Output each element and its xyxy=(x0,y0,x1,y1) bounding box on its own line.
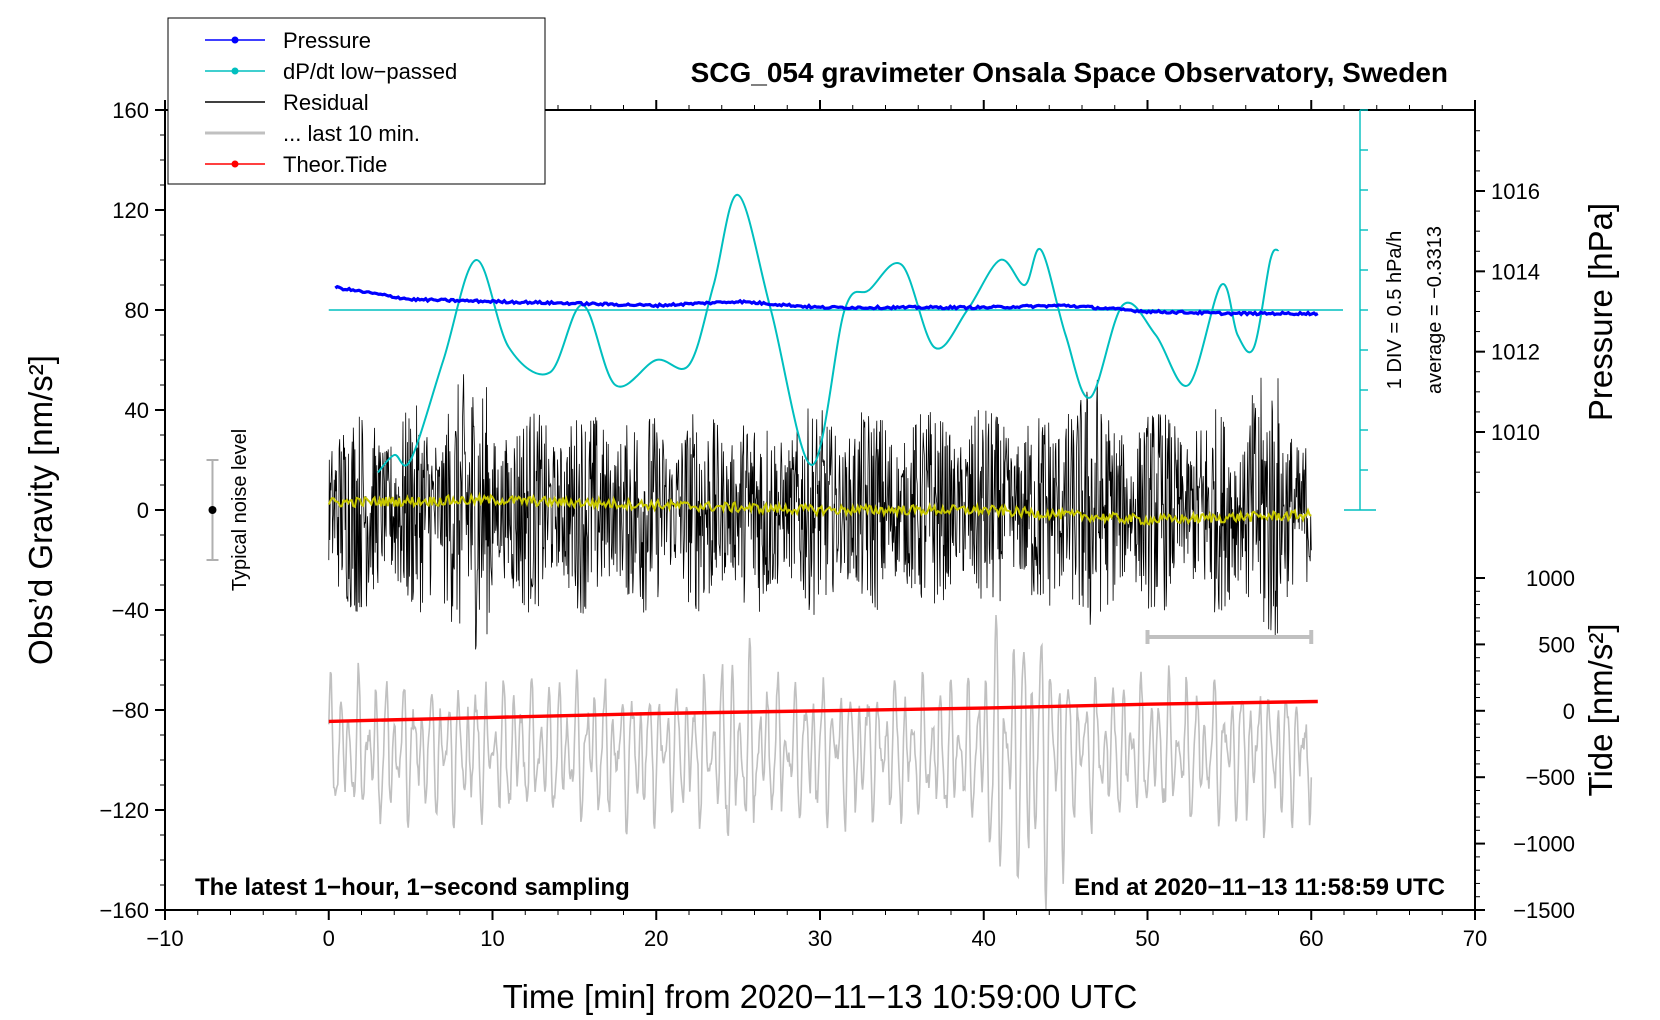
note-left: The latest 1−hour, 1−second sampling xyxy=(195,874,630,901)
tide-tick-label: 500 xyxy=(1538,632,1575,657)
y-tick-label: −80 xyxy=(112,698,149,723)
y-tick-label: −120 xyxy=(99,798,149,823)
legend-item: ... last 10 min. xyxy=(205,121,420,146)
plot-frame xyxy=(164,109,1476,911)
legend-item: dP/dt low−passed xyxy=(205,59,457,84)
x-tick-label: 40 xyxy=(972,926,996,951)
last-10-min-series xyxy=(328,614,1313,910)
tide-tick-label: −1000 xyxy=(1513,832,1575,857)
y-axis-title-left: Obs’d Gravity [nm/s²] xyxy=(22,355,59,665)
x-tick-label: 70 xyxy=(1463,926,1487,951)
note-right: End at 2020−11−13 11:58:59 UTC xyxy=(1074,874,1445,901)
y-tick-label: 120 xyxy=(112,198,149,223)
axes-layer: −10 0 10 20 30 40 50 60 70 160 120 80 40 0 −40 −80 −120 −… xyxy=(99,98,1575,951)
pressure-tick-label: 1010 xyxy=(1491,420,1540,445)
x-tick-label: 20 xyxy=(644,926,668,951)
dpdt-scale-label: 1 DIV = 0.5 hPa/h xyxy=(1384,231,1406,389)
residual-series xyxy=(328,374,1312,650)
legend-label: Theor.Tide xyxy=(283,152,387,177)
legend-item: Theor.Tide xyxy=(205,152,387,177)
y-axis-title-pressure: Pressure [hPa] xyxy=(1582,203,1619,421)
tide-tick-label: −1500 xyxy=(1513,898,1575,923)
legend: Pressure dP/dt low−passed Residual ... last… xyxy=(167,17,546,185)
legend-box xyxy=(167,17,546,185)
legend-swatch-marker xyxy=(231,36,239,44)
x-tick-label: 30 xyxy=(808,926,832,951)
legend-label: Pressure xyxy=(283,28,371,53)
x-tick-label: 10 xyxy=(480,926,504,951)
chart-title: SCG_054 gravimeter Onsala Space Observat… xyxy=(691,57,1448,88)
x-axis-title: Time [min] from 2020−11−13 10:59:00 UTC xyxy=(503,978,1138,1015)
legend-label: dP/dt low−passed xyxy=(283,59,457,84)
y-axis-title-tide: Tide [nm/s²] xyxy=(1582,624,1619,797)
pressure-tick-label: 1014 xyxy=(1491,259,1540,284)
x-tick-label: 60 xyxy=(1299,926,1323,951)
dpdt-division-scale xyxy=(1344,109,1376,511)
noise-level-indicator xyxy=(206,459,219,561)
legend-label: ... last 10 min. xyxy=(283,121,420,146)
last-10-min-range-bar xyxy=(1145,630,1314,644)
y-tick-label: −160 xyxy=(99,898,149,923)
y-tick-label: 80 xyxy=(125,298,149,323)
series-layer xyxy=(327,194,1343,910)
noise-level-dot xyxy=(208,506,217,514)
y-tick-label: 0 xyxy=(137,498,149,523)
noise-label: Typical noise level xyxy=(229,429,251,591)
tide-tick-label: 0 xyxy=(1563,699,1575,724)
tide-tick-label: −500 xyxy=(1525,765,1575,790)
y-tick-label: 40 xyxy=(125,398,149,423)
pressure-tick-label: 1016 xyxy=(1491,179,1540,204)
x-tick-label: 0 xyxy=(323,926,335,951)
legend-item: Residual xyxy=(205,90,369,115)
y-tick-label: −40 xyxy=(112,598,149,623)
legend-swatch-marker xyxy=(231,67,239,75)
tide-tick-label: 1000 xyxy=(1526,566,1575,591)
pressure-tick-label: 1012 xyxy=(1491,340,1540,365)
legend-label: Residual xyxy=(283,90,369,115)
dpdt-series xyxy=(377,194,1280,474)
dpdt-average-label: average = −0.3313 xyxy=(1424,226,1446,394)
x-tick-label: 50 xyxy=(1135,926,1159,951)
x-tick-label: −10 xyxy=(146,926,183,951)
legend-swatch-marker xyxy=(231,160,239,168)
theor-tide-series xyxy=(328,699,1318,724)
pressure-series xyxy=(334,284,1319,317)
y-tick-label: 160 xyxy=(112,98,149,123)
residual-smoothed-series xyxy=(327,491,1312,526)
legend-item: Pressure xyxy=(205,28,371,53)
